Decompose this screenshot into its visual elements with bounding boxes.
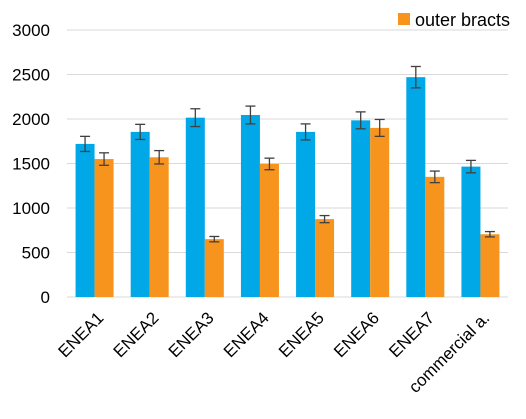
error-bar xyxy=(135,123,146,141)
error-bar xyxy=(484,230,495,238)
error-bars xyxy=(80,65,495,243)
bar-series1-enea3 xyxy=(185,117,205,297)
bar-series2-enea1 xyxy=(94,159,114,297)
bar-series1-enea5 xyxy=(296,131,316,297)
error-bar xyxy=(190,108,201,128)
bar-series2-enea2 xyxy=(149,157,169,297)
bar-series1-enea1 xyxy=(75,143,95,297)
x-category-label: ENEA7 xyxy=(385,308,438,361)
error-bar xyxy=(154,149,165,165)
bar-series2-enea5 xyxy=(315,219,335,297)
y-tick-label: 3000 xyxy=(12,21,50,40)
error-bar xyxy=(99,152,110,166)
error-bar xyxy=(355,111,366,130)
error-bar xyxy=(300,123,311,141)
bar-series1-enea6 xyxy=(351,120,371,298)
y-tick-label: 2000 xyxy=(12,110,50,129)
legend: outer bracts xyxy=(398,10,510,30)
x-category-label: ENEA4 xyxy=(220,308,273,361)
x-category-label: ENEA2 xyxy=(110,308,163,361)
bar-series2-enea3 xyxy=(204,239,224,297)
bar-series1-enea2 xyxy=(130,131,150,297)
error-bar xyxy=(264,157,275,171)
y-tick-label: 1000 xyxy=(12,199,50,218)
x-category-label: ENEA1 xyxy=(55,308,108,361)
bar-series2-enea7 xyxy=(425,176,445,297)
x-category-label: ENEA3 xyxy=(165,308,218,361)
y-tick-label: 500 xyxy=(22,244,50,263)
bar-series2-commercial-a- xyxy=(480,234,500,297)
error-bar xyxy=(374,118,385,138)
bar-series1-enea4 xyxy=(240,114,260,298)
x-category-label: ENEA5 xyxy=(275,308,328,361)
x-category-label: ENEA6 xyxy=(330,308,383,361)
y-tick-label: 1500 xyxy=(12,155,50,174)
x-axis-labels: ENEA1 ENEA2 ENEA3 ENEA4 ENEA5 ENEA6 ENEA7comme… xyxy=(55,308,494,396)
bar-series2-enea4 xyxy=(259,163,279,297)
error-bar xyxy=(319,214,330,224)
bar-series1-commercial-a- xyxy=(461,166,481,297)
error-bar xyxy=(465,159,476,174)
legend-label-outer-bracts: outer bracts xyxy=(415,10,510,30)
y-axis-ticks: 0 500 1000 1500 2000 2500 3000 xyxy=(12,21,50,307)
bar-series1-enea7 xyxy=(406,77,426,297)
error-bar xyxy=(80,135,91,153)
y-tick-label: 2500 xyxy=(12,66,50,85)
error-bar xyxy=(410,65,421,89)
bars xyxy=(75,77,500,298)
error-bar xyxy=(245,105,256,125)
error-bar xyxy=(209,235,220,243)
error-bar xyxy=(429,170,440,184)
y-tick-label: 0 xyxy=(41,288,50,307)
legend-swatch-outer-bracts xyxy=(398,13,410,25)
bar-series2-enea6 xyxy=(370,127,390,298)
